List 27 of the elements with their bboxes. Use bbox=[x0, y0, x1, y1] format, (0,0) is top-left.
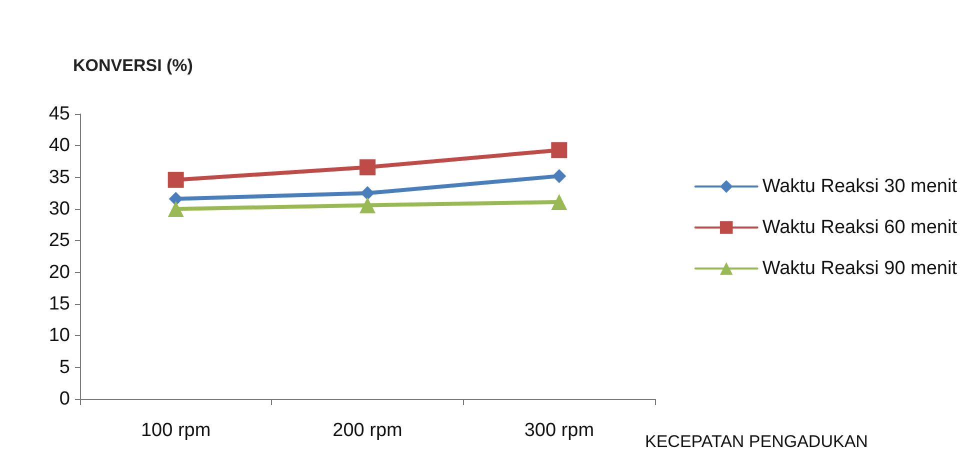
x-tick-label: 100 rpm bbox=[140, 420, 211, 441]
x-tick-label: 200 rpm bbox=[332, 420, 402, 441]
point bbox=[360, 186, 374, 200]
y-tick-label: 25 bbox=[48, 230, 70, 252]
y-tick-label: 40 bbox=[48, 135, 70, 156]
legend-label: Waktu Reaksi 90 menit bbox=[762, 258, 958, 279]
point bbox=[551, 142, 568, 158]
y-tick-label: 45 bbox=[48, 104, 70, 124]
y-axis-title: KONVERSI (%) bbox=[73, 56, 193, 75]
point bbox=[552, 169, 566, 184]
point bbox=[168, 192, 183, 206]
point bbox=[168, 172, 184, 188]
point bbox=[168, 201, 184, 217]
y-tick-label: 30 bbox=[48, 198, 70, 220]
x-tick-label: 300 rpm bbox=[524, 420, 594, 441]
y-tick-label: 10 bbox=[48, 325, 70, 346]
y-tick-label: 0 bbox=[59, 388, 70, 410]
legend-label: Waktu Reaksi 60 menit bbox=[762, 217, 958, 238]
point bbox=[551, 194, 568, 210]
y-tick-label: 5 bbox=[59, 356, 70, 378]
y-tick-label: 35 bbox=[48, 166, 70, 188]
point bbox=[360, 159, 376, 176]
y-tick-label: 20 bbox=[48, 262, 70, 283]
legend-label: Waktu Reaksi 30 menit bbox=[762, 176, 958, 197]
point bbox=[360, 197, 376, 214]
y-tick-label: 15 bbox=[48, 294, 70, 314]
x-axis-title: KECEPATAN PENGADUKAN bbox=[645, 432, 868, 451]
